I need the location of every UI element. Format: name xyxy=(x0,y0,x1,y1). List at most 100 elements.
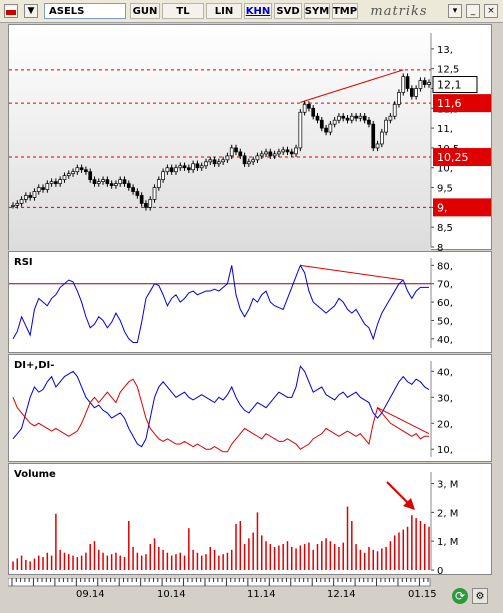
rsi-chart[interactable]: 80, 70, 60, 50, 40, xyxy=(9,252,493,354)
candle-body xyxy=(109,183,114,186)
candle-body xyxy=(362,115,367,121)
candle-body xyxy=(247,161,251,165)
candle-body xyxy=(285,149,290,153)
di-chart[interactable]: 40, 30, 20, 10, xyxy=(9,355,493,463)
tab-khn[interactable]: KHN xyxy=(244,3,272,19)
di-series-line xyxy=(12,365,430,448)
tab-sym[interactable]: SYM xyxy=(304,3,330,19)
price-trendline xyxy=(300,69,404,103)
candle-body xyxy=(255,155,260,161)
price-chart[interactable]: 13,12,512,11,511,10,510,9,59,8,5811,610,… xyxy=(9,25,493,251)
candle-body xyxy=(11,205,15,207)
level-label-box xyxy=(433,198,491,217)
candle-body xyxy=(208,159,213,163)
candle-body xyxy=(105,179,110,184)
candle-body xyxy=(71,171,75,175)
candle-body xyxy=(24,195,28,200)
candle-body xyxy=(139,195,144,204)
candle-body xyxy=(195,163,200,169)
candle-body xyxy=(405,76,410,89)
candle-body xyxy=(272,153,277,157)
time-label: 10.14 xyxy=(157,589,186,600)
chevron-down-icon[interactable]: ▼ xyxy=(24,4,38,18)
last-price-label: 12,1 xyxy=(437,79,462,92)
tab-gun[interactable]: GUN xyxy=(130,3,160,19)
candle-body xyxy=(41,187,45,190)
candle-body xyxy=(294,147,298,155)
candle-body xyxy=(156,179,161,188)
time-label: 01.15 xyxy=(408,589,437,600)
candle-body xyxy=(229,147,234,157)
volume-title: Volume xyxy=(14,469,56,480)
candle-body xyxy=(122,179,127,184)
candle-body xyxy=(401,76,406,93)
candle-body xyxy=(152,187,157,200)
time-axis-scale[interactable]: 09.14 10.14 11.14 12.14 01.15 xyxy=(8,578,492,600)
candle-body xyxy=(54,181,58,184)
y-tick-label: 3, M xyxy=(437,480,458,491)
candle-body xyxy=(191,163,195,171)
candle-body xyxy=(332,119,337,125)
chart-toolbar: ▼ ASELS GUN TL LIN KHN SVD SYM TMP matri… xyxy=(0,0,503,23)
y-tick-label: 30, xyxy=(437,393,453,404)
refresh-icon[interactable]: ⟳ xyxy=(452,588,468,604)
candle-body xyxy=(367,119,371,125)
candle-body xyxy=(204,161,208,167)
candle-body xyxy=(379,131,384,145)
tab-svd[interactable]: SVD xyxy=(274,3,302,19)
tab-lin[interactable]: LIN xyxy=(206,3,242,19)
level-label-box xyxy=(433,94,491,113)
candle-body xyxy=(15,203,20,206)
y-tick-label: 13, xyxy=(437,45,453,56)
y-tick-label: 12,5 xyxy=(437,65,459,76)
candle-body xyxy=(28,195,33,198)
y-tick-label: 40, xyxy=(437,335,453,346)
candle-body xyxy=(328,123,333,133)
candle-body xyxy=(36,187,41,192)
flag-icon[interactable] xyxy=(4,4,18,18)
price-background xyxy=(9,25,431,251)
symbol-field[interactable]: ASELS xyxy=(44,3,126,19)
price-panel: 13,12,512,11,511,10,510,9,59,8,5811,610,… xyxy=(8,24,493,251)
candle-body xyxy=(307,103,311,109)
candle-body xyxy=(371,123,376,149)
volume-chart[interactable]: 3, M 2, M 1, M 0 xyxy=(9,464,493,576)
candle-body xyxy=(221,159,225,163)
minimize-icon[interactable]: _ xyxy=(466,4,480,18)
candle-body xyxy=(234,147,238,153)
y-tick-label: 20, xyxy=(437,419,453,430)
minimize-icon[interactable]: ▾ xyxy=(448,4,462,18)
candle-body xyxy=(341,115,346,119)
y-tick-label: 9,5 xyxy=(437,184,453,195)
candle-body xyxy=(392,103,397,117)
candle-body xyxy=(418,80,423,89)
candle-body xyxy=(212,159,217,165)
y-tick-label: 0 xyxy=(437,566,443,576)
tab-tmp[interactable]: TMP xyxy=(332,3,358,19)
volume-panel: 3, M 2, M 1, M 0 Volume xyxy=(8,463,493,576)
settings-icon[interactable]: ⚙ xyxy=(472,588,488,604)
time-axis-bar xyxy=(8,578,431,587)
candle-body xyxy=(422,80,427,85)
candle-body xyxy=(199,165,204,169)
candle-body xyxy=(324,127,328,133)
y-tick-label: 11, xyxy=(437,124,453,135)
candle-body xyxy=(349,115,354,121)
candle-body xyxy=(182,165,187,169)
close-icon[interactable]: × xyxy=(484,4,498,18)
candle-body xyxy=(289,151,294,155)
candle-body xyxy=(101,179,105,182)
candle-body xyxy=(126,183,131,188)
candle-body xyxy=(375,143,380,149)
y-tick-label: 40, xyxy=(437,367,453,378)
candle-body xyxy=(259,153,264,157)
candle-body xyxy=(131,187,135,192)
candle-body xyxy=(427,82,431,85)
level-label: 10,25 xyxy=(437,151,469,164)
candle-body xyxy=(186,167,191,171)
candle-body xyxy=(217,161,221,165)
candle-body xyxy=(298,111,303,149)
time-label: 09.14 xyxy=(76,589,105,600)
tab-tl[interactable]: TL xyxy=(162,3,204,19)
candle-body xyxy=(414,88,418,97)
